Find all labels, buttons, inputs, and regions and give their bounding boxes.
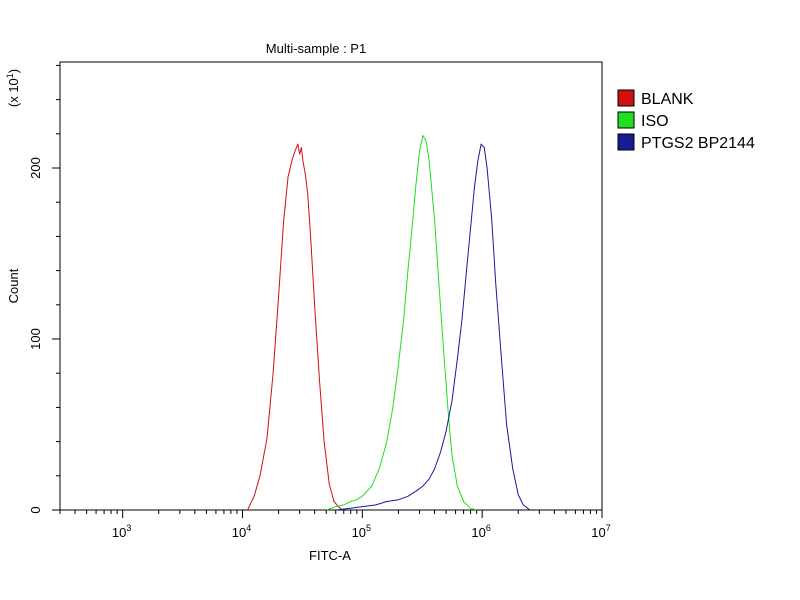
x-tick-label: 107 bbox=[591, 523, 610, 540]
x-tick-label: 106 bbox=[471, 523, 490, 540]
legend-swatch bbox=[617, 133, 635, 151]
y-tick-label: 100 bbox=[28, 328, 43, 350]
x-tick-label: 104 bbox=[232, 523, 251, 540]
y-multiplier-label: (x 101) bbox=[5, 69, 21, 107]
series-line-ptgs2-bp2144 bbox=[335, 143, 531, 511]
legend-label: PTGS2 BP2144 bbox=[641, 135, 755, 152]
legend-swatch bbox=[617, 89, 635, 107]
y-tick-label: 0 bbox=[28, 506, 43, 513]
x-axis-label: FITC-A bbox=[309, 548, 351, 563]
y-multiplier-close: ) bbox=[6, 69, 21, 73]
series-layer bbox=[247, 135, 531, 511]
legend-label: ISO bbox=[641, 113, 669, 130]
legend-label: BLANK bbox=[641, 91, 694, 108]
plot-frame bbox=[59, 61, 603, 511]
legend-swatch bbox=[617, 111, 635, 129]
y-multiplier-exponent: 1 bbox=[5, 73, 15, 78]
series-line-blank bbox=[247, 143, 343, 511]
y-axis-label: Count bbox=[6, 268, 21, 303]
x-axis: 103 104 105 106 107 bbox=[59, 510, 611, 540]
x-tick-label: 105 bbox=[352, 523, 371, 540]
y-multiplier-base: (x 10 bbox=[6, 78, 21, 107]
series-line-iso bbox=[326, 135, 477, 511]
legend: BLANK ISO PTGS2 BP2144 bbox=[617, 89, 755, 152]
chart-title: Multi-sample : P1 bbox=[266, 41, 366, 56]
y-axis: 0 100 200 bbox=[28, 64, 60, 514]
x-tick-label: 103 bbox=[112, 523, 131, 540]
y-tick-label: 200 bbox=[28, 157, 43, 179]
